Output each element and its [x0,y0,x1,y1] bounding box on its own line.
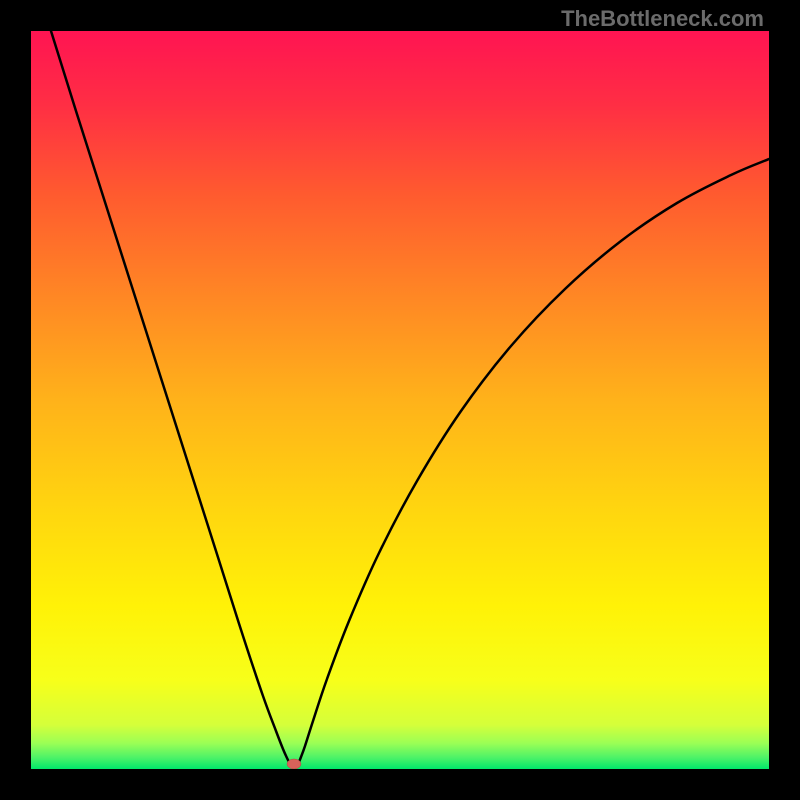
minimum-marker [287,759,301,769]
chart-frame: TheBottleneck.com [0,0,800,800]
bottleneck-curve-left [51,31,289,762]
curve-layer [31,31,769,769]
plot-area [31,31,769,769]
bottleneck-curve-right [299,159,769,762]
watermark-text: TheBottleneck.com [561,6,764,32]
